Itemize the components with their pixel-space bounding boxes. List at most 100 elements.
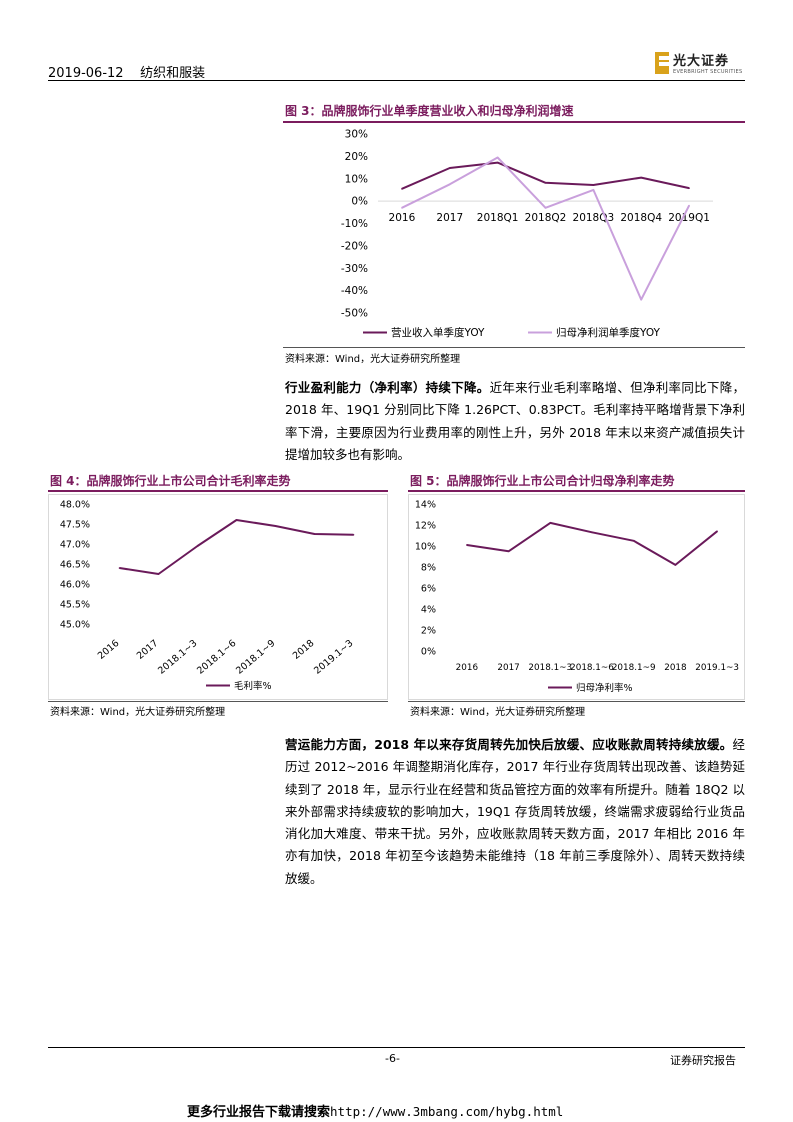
x-tick-label: 2019.1~3: [695, 663, 739, 673]
logo-mark-icon: [655, 51, 669, 74]
paragraph-operating-capacity: 营运能力方面，2018 年以来存货周转先加快后放缓、应收账款周转持续放缓。经历过…: [285, 734, 745, 890]
figure4-source: 资料来源：Wind，光大证券研究所整理: [50, 707, 226, 718]
series-line: [119, 519, 354, 575]
figure4-source-rule: [48, 701, 388, 702]
x-tick-label: 2018.1~6: [570, 663, 614, 673]
figure3-title-rule: [283, 121, 745, 123]
data-point: [640, 298, 643, 301]
figure5-source-rule: [408, 701, 745, 702]
x-tick-label: 2017: [436, 212, 463, 224]
y-tick-label: 47.5%: [60, 520, 90, 531]
y-tick-label: 46.0%: [60, 580, 90, 591]
figure3-source: 资料来源：Wind，光大证券研究所整理: [285, 354, 461, 365]
x-tick-label: 2018.1~9: [612, 663, 656, 673]
paragraph-profitability-body: 近年来行业毛利率略增、但净利率同比下降，2018 年、19Q1 分别同比下降 1…: [285, 380, 745, 462]
data-point: [274, 525, 277, 527]
y-tick-label: 46.5%: [60, 560, 90, 571]
y-tick-label: -20%: [341, 240, 368, 252]
x-tick-label: 2016: [456, 663, 479, 673]
x-tick-label: 2018.1~9: [234, 638, 277, 677]
paragraph-profitability: 行业盈利能力（净利率）持续下降。近年来行业毛利率略增、但净利率同比下降，2018…: [285, 377, 745, 466]
paragraph-operating-body: 经历过 2012~2016 年调整期消化库存，2017 年行业存货周转出现改善、…: [285, 737, 745, 886]
x-tick-label: 2018.1~3: [156, 638, 199, 677]
x-tick-label: 2018.1~6: [195, 638, 238, 677]
data-point: [544, 181, 547, 184]
figure3-series: [401, 156, 690, 301]
x-tick-label: 2018: [664, 663, 686, 673]
header-date-industry: 2019-06-12 纺织和服装: [48, 62, 205, 81]
y-tick-label: -30%: [341, 263, 368, 275]
data-point: [157, 573, 160, 575]
data-point: [235, 519, 238, 521]
figure5-source: 资料来源：Wind，光大证券研究所整理: [410, 707, 586, 718]
paragraph-operating-lead: 营运能力方面，2018 年以来存货周转先加快后放缓、应收账款周转持续放缓。: [285, 737, 733, 752]
y-tick-label: 48.0%: [60, 500, 90, 511]
y-tick-label: 6%: [421, 584, 436, 595]
y-tick-label: 20%: [345, 151, 368, 163]
figure4-title: 图 4：品牌服饰行业上市公司合计毛利率走势: [50, 474, 291, 488]
download-notice-text: 更多行业报告下载请搜索: [187, 1105, 331, 1120]
y-tick-label: -40%: [341, 285, 368, 297]
series-line: [401, 161, 690, 190]
figure3-legend: 营业收入单季度YOY 归母净利润单季度YOY: [363, 326, 661, 339]
data-point: [640, 176, 643, 179]
data-point: [688, 187, 690, 189]
logo-name: 光大证券: [673, 54, 730, 69]
figure4-chart-border: [48, 494, 388, 700]
data-point: [507, 550, 510, 553]
data-point: [716, 530, 718, 533]
data-point: [466, 544, 468, 546]
y-tick-label: 14%: [415, 500, 436, 511]
figure3-title: 图 3：品牌服饰行业单季度营业收入和归母净利润增速: [285, 104, 574, 118]
data-point: [448, 183, 451, 186]
x-tick-label: 2018.1~3: [528, 663, 572, 673]
legend-label: 毛利率%: [234, 680, 272, 692]
data-point: [401, 188, 403, 190]
y-tick-label: 8%: [421, 563, 436, 574]
data-point: [592, 189, 595, 191]
data-point: [401, 207, 403, 209]
figure5-series: [466, 521, 718, 566]
footer-label: 证券研究报告: [670, 1054, 736, 1067]
figure4-title-rule: [48, 490, 388, 492]
y-tick-label: -10%: [341, 218, 368, 230]
data-point: [448, 167, 451, 169]
figure4-y-axis-ticks: 48.0% 47.5% 47.0% 46.5% 46.0% 45.5% 45.0%: [60, 500, 90, 631]
data-point: [118, 567, 121, 569]
company-logo: 光大证券 EVERBRIGHT SECURITIES: [655, 50, 742, 75]
y-tick-label: 47.0%: [60, 540, 90, 551]
x-tick-label: 2018Q1: [477, 212, 519, 224]
x-tick-label: 2018Q4: [620, 212, 662, 224]
legend-label: 归母净利润单季度YOY: [556, 326, 661, 339]
data-point: [544, 207, 547, 209]
y-tick-label: 45.5%: [60, 600, 90, 611]
data-point: [592, 184, 595, 186]
y-tick-label: 10%: [345, 173, 368, 185]
page-number: -6-: [385, 1052, 400, 1065]
data-point: [549, 522, 552, 524]
x-tick-label: 2017: [497, 663, 519, 673]
figure5-legend: 归母净利率%: [548, 682, 633, 694]
figure4-chart: 48.0% 47.5% 47.0% 46.5% 46.0% 45.5% 45.0% 2016…: [48, 494, 388, 700]
logo-english-name: EVERBRIGHT SECURITIES: [673, 69, 743, 75]
x-tick-label: 2019Q1: [668, 212, 710, 224]
x-tick-label: 2019.1~3: [312, 638, 355, 677]
report-date: 2019-06-12: [48, 66, 124, 81]
figure3-y-axis-ticks: 30% 20% 10% 0% -10% -20% -30% -40% -50%: [341, 129, 713, 320]
figure3-chart: 30% 20% 10% 0% -10% -20% -30% -40% -50% 2016 2017…: [341, 129, 713, 339]
y-tick-label: -50%: [341, 308, 368, 320]
footer-divider: [48, 1047, 745, 1048]
data-point: [496, 161, 499, 164]
data-point: [674, 564, 677, 566]
figure4-series: [118, 519, 355, 575]
data-point: [352, 534, 355, 536]
download-link[interactable]: http://www.3mbang.com/hybg.html: [330, 1104, 564, 1119]
y-tick-label: 2%: [421, 626, 436, 637]
figure5-chart-border: [408, 494, 745, 700]
series-line: [466, 521, 718, 566]
data-point: [591, 531, 593, 534]
legend-label: 营业收入单季度YOY: [391, 326, 485, 339]
legend-label: 归母净利率%: [576, 682, 633, 694]
